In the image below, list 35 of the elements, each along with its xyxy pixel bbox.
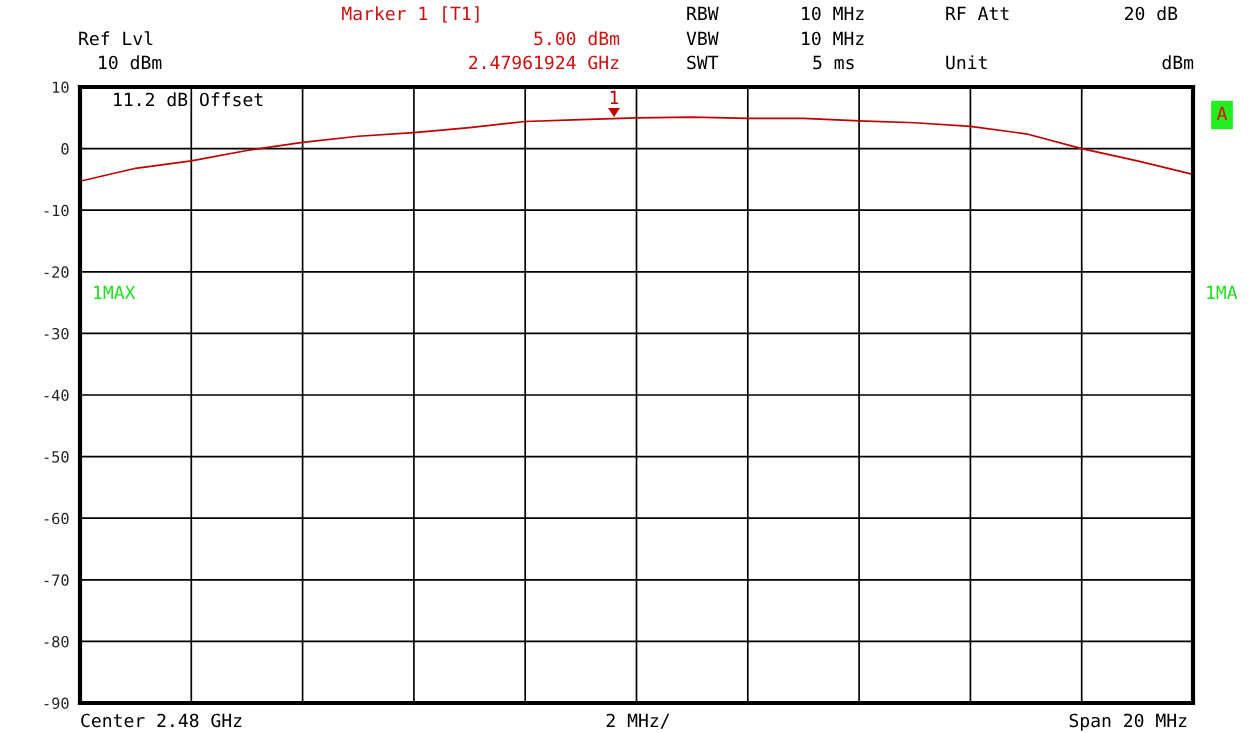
y-tick-label: -50 bbox=[44, 451, 69, 463]
text: Span 20 MHz bbox=[1069, 713, 1187, 731]
text: Marker 1 [T1] bbox=[342, 6, 479, 23]
text: 2 MHz/ bbox=[606, 713, 670, 729]
text: 2.47961924 GHz bbox=[469, 55, 619, 70]
annotation: 1MAX bbox=[94, 285, 136, 300]
text: 10 MHz bbox=[802, 6, 864, 21]
y-tick-label: -70 bbox=[44, 574, 69, 586]
text: SWT bbox=[687, 55, 719, 70]
text: 5.00 dBm bbox=[534, 31, 620, 46]
y-tick-label: 10 bbox=[53, 81, 69, 94]
text: 5 ms bbox=[813, 55, 854, 70]
text: Unit bbox=[946, 55, 987, 70]
text: 20 dB bbox=[1124, 6, 1178, 21]
text: A bbox=[1216, 106, 1228, 121]
y-tick-label: -80 bbox=[44, 635, 69, 648]
text: Center 2.48 GHz bbox=[81, 713, 242, 728]
y-tick-label: 0 bbox=[61, 143, 69, 155]
y-tick-label: -10 bbox=[44, 204, 69, 217]
text: RBW bbox=[687, 6, 719, 21]
annotation: 11.2 dB Offset bbox=[114, 92, 263, 107]
text: 10 MHz bbox=[802, 31, 864, 46]
annotation: 1 bbox=[610, 90, 619, 105]
y-tick-label: -90 bbox=[44, 697, 69, 710]
text: 1MA bbox=[1207, 285, 1238, 300]
text: Ref Lvl bbox=[79, 31, 153, 46]
y-tick-label: -40 bbox=[44, 389, 69, 402]
text: dBm bbox=[1162, 55, 1194, 70]
text: RF Att bbox=[946, 6, 1009, 21]
line-series bbox=[80, 116, 1193, 183]
text: VBW bbox=[686, 31, 719, 46]
text: 10 dBm bbox=[99, 55, 162, 70]
y-tick-label: -20 bbox=[44, 266, 69, 278]
y-tick-label: -60 bbox=[44, 512, 69, 525]
y-tick-label: -30 bbox=[44, 327, 69, 340]
